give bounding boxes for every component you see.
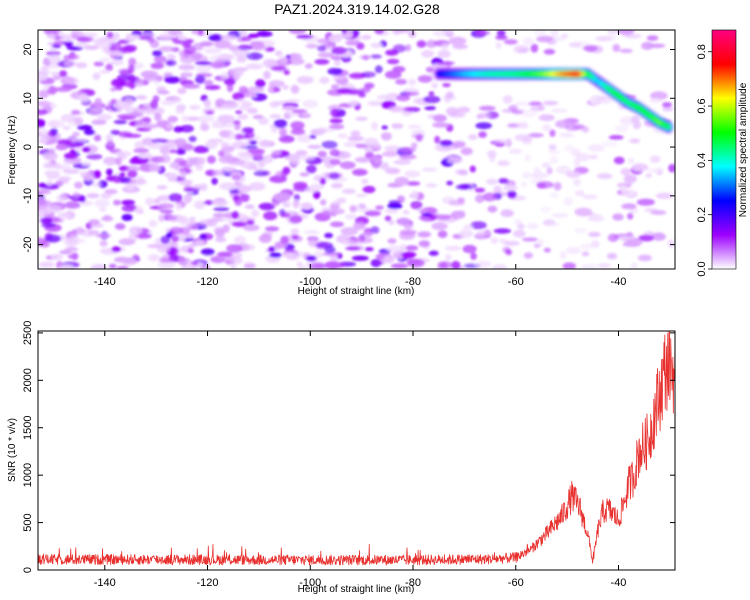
spectrogram-y-tick-label: 20 <box>22 43 34 55</box>
colorbar-tick-label: 0.0 <box>696 261 708 276</box>
colorbar-label: Normalized spectral amplitude <box>738 82 749 217</box>
snr-x-tick-label: -40 <box>611 577 627 589</box>
spectrogram-signal-ridge <box>434 68 673 133</box>
spectrogram-x-tick-label: -100 <box>299 276 321 288</box>
snr-x-tick-label: -80 <box>405 577 421 589</box>
colorbar: 0.0 0.2 0.4 0.6 0.8 Normalized spectral ampl… <box>696 29 749 277</box>
snr-y-tick-label: 1000 <box>22 463 34 487</box>
snr-x-axis-label: Height of straight line (km) <box>298 584 415 595</box>
colorbar-gradient <box>711 29 737 270</box>
snr-y-axis-label: SNR (10 * v/v) <box>7 418 18 482</box>
colorbar-tick-label: 0.8 <box>696 44 708 59</box>
spectrogram-x-tick-label: -120 <box>197 276 219 288</box>
snr-y-tick-label: 1500 <box>22 415 34 439</box>
spectrogram-y-ticks: -20 -10 0 10 20 <box>22 43 675 253</box>
spectrogram-x-ticks: -140 -120 -100 -80 -60 -40 <box>94 30 627 288</box>
spectrogram-x-tick-label: -40 <box>611 276 627 288</box>
snr-y-tick-label: 2000 <box>22 368 34 392</box>
spectrogram-y-tick-label: -20 <box>22 237 34 253</box>
snr-panel: -140 -120 -100 -80 -60 -40 0 500 1000 1500 2000 25… <box>7 321 676 595</box>
spectrogram-frame <box>37 29 676 270</box>
snr-y-tick-label: 2500 <box>22 321 34 345</box>
snr-x-tick-label: -140 <box>94 577 116 589</box>
snr-series-line <box>38 331 675 566</box>
snr-plot-area <box>38 331 675 570</box>
spectrogram-y-tick-label: 0 <box>22 144 34 150</box>
colorbar-tick-label: 0.6 <box>696 98 708 113</box>
snr-x-tick-label: -100 <box>299 577 321 589</box>
snr-y-ticks: 0 500 1000 1500 2000 2500 <box>22 321 675 573</box>
colorbar-ticks: 0.0 0.2 0.4 0.6 0.8 <box>696 44 712 277</box>
snr-x-tick-label: -60 <box>508 577 524 589</box>
spectrogram-x-tick-label: -140 <box>94 276 116 288</box>
snr-x-tick-label: -120 <box>197 577 219 589</box>
chart-title: PAZ1.2024.319.14.02.G28 <box>274 1 440 17</box>
snr-x-ticks: -140 -120 -100 -80 -60 -40 <box>94 331 627 589</box>
colorbar-tick-label: 0.4 <box>696 153 708 168</box>
snr-frame <box>37 330 676 571</box>
spectrogram-noise-field <box>38 30 675 269</box>
snr-y-tick-label: 500 <box>22 513 34 531</box>
snr-y-tick-label: 0 <box>22 567 34 573</box>
spectrogram-x-tick-label: -60 <box>508 276 524 288</box>
spectrogram-x-axis-label: Height of straight line (km) <box>298 286 415 297</box>
spectrogram-y-tick-label: 10 <box>22 92 34 104</box>
spectrogram-y-axis-label: Frequency (Hz) <box>7 116 18 185</box>
spectrogram-x-tick-label: -80 <box>405 276 421 288</box>
colorbar-tick-label: 0.2 <box>696 207 708 222</box>
spectrogram-y-tick-label: -10 <box>22 188 34 204</box>
